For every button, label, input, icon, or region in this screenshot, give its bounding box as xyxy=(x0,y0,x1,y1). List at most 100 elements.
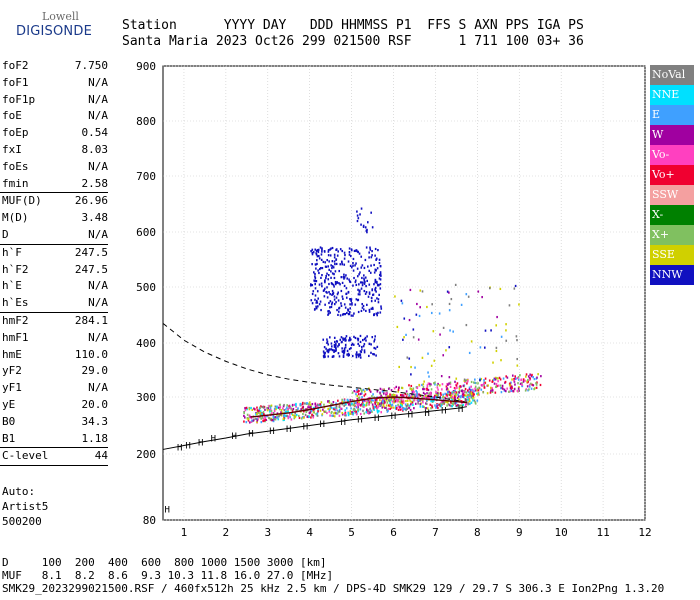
echo-point xyxy=(324,410,327,413)
x-tick-label: 1 xyxy=(181,526,188,539)
echo-point xyxy=(398,397,401,400)
echo-point xyxy=(269,405,271,408)
echo-point xyxy=(466,379,469,382)
echo-point xyxy=(369,411,371,414)
echo-point xyxy=(361,306,364,309)
echo-point xyxy=(391,394,394,397)
echo-point xyxy=(316,404,318,407)
echo-point xyxy=(380,305,382,308)
echo-point xyxy=(368,398,371,401)
echo-point xyxy=(462,396,465,399)
echo-point xyxy=(309,403,312,406)
echo-point xyxy=(505,323,507,326)
echo-point xyxy=(418,393,421,396)
echo-point xyxy=(355,356,358,359)
echo-point xyxy=(342,313,345,316)
echo-point xyxy=(423,388,425,391)
echo-point xyxy=(457,403,459,407)
echo-point xyxy=(360,309,363,313)
echo-point xyxy=(416,302,418,306)
echo-point xyxy=(366,408,368,411)
echo-point xyxy=(376,406,379,410)
echo-point xyxy=(367,295,370,298)
f2-trace-line xyxy=(250,396,467,418)
echo-point xyxy=(337,352,340,355)
echo-point xyxy=(372,393,374,396)
echo-point xyxy=(369,399,372,402)
echo-point xyxy=(327,250,330,253)
echo-point xyxy=(259,416,261,419)
param-row: h`E N/A xyxy=(0,278,112,295)
echo-point xyxy=(350,314,353,317)
echo-point xyxy=(321,250,323,253)
echo-point xyxy=(518,389,520,392)
echo-point xyxy=(324,281,326,284)
echo-point xyxy=(373,346,376,350)
echo-point xyxy=(303,410,305,413)
echo-point xyxy=(356,250,359,253)
echo-point xyxy=(497,377,499,380)
echo-point xyxy=(264,415,266,418)
h-marker: H xyxy=(320,420,325,430)
echo-point xyxy=(483,346,486,349)
echo-point xyxy=(334,406,336,410)
echo-point xyxy=(361,392,363,395)
param-row: foEp 0.54 xyxy=(0,125,112,142)
echo-point xyxy=(331,289,334,293)
echo-point xyxy=(448,376,451,379)
echo-point xyxy=(361,284,364,287)
echo-point xyxy=(417,399,420,402)
x-tick-label: 4 xyxy=(306,526,313,539)
echo-point xyxy=(419,403,422,406)
echo-point xyxy=(502,387,504,390)
echo-point xyxy=(496,377,498,380)
echo-point xyxy=(322,350,325,353)
echo-point xyxy=(449,393,451,396)
echo-point xyxy=(345,407,348,410)
echo-point xyxy=(362,345,365,348)
echo-point xyxy=(392,393,395,396)
echo-point xyxy=(472,394,474,397)
echo-point xyxy=(325,347,327,350)
echo-point xyxy=(387,387,390,390)
echo-point xyxy=(474,401,477,404)
param-value: 8.03 xyxy=(81,142,109,156)
echo-point xyxy=(333,298,336,301)
echo-point xyxy=(333,408,335,411)
echo-point xyxy=(426,388,429,391)
legend-item-nnw: NNW xyxy=(650,265,694,285)
echo-point xyxy=(359,392,362,395)
echo-point xyxy=(504,390,507,393)
echo-point xyxy=(366,400,368,403)
echo-point xyxy=(338,269,341,273)
echo-point xyxy=(340,336,343,339)
echo-point xyxy=(375,398,378,401)
echo-point xyxy=(287,415,290,418)
echo-point xyxy=(465,391,468,394)
echo-point xyxy=(511,378,513,381)
echo-point xyxy=(356,219,359,223)
echo-point xyxy=(328,399,331,403)
echo-point xyxy=(449,381,452,384)
echo-point xyxy=(455,384,458,387)
echo-point xyxy=(327,254,330,257)
echo-point xyxy=(327,343,330,346)
echo-point xyxy=(514,377,516,380)
echo-point xyxy=(295,405,297,408)
echo-point xyxy=(430,383,432,386)
echo-point xyxy=(377,401,380,405)
echo-point xyxy=(373,405,376,408)
echo-point xyxy=(429,391,432,394)
echo-point xyxy=(484,381,486,385)
h-marker: H xyxy=(269,427,274,437)
echo-point xyxy=(473,390,475,393)
echo-point xyxy=(307,415,309,418)
echo-point xyxy=(406,399,409,402)
echo-point xyxy=(446,395,448,398)
echo-point xyxy=(319,266,322,270)
echo-point xyxy=(430,407,432,410)
echo-point xyxy=(487,384,489,387)
param-label: M(D) xyxy=(2,211,29,225)
echo-point xyxy=(405,399,407,403)
echo-point xyxy=(490,389,492,392)
